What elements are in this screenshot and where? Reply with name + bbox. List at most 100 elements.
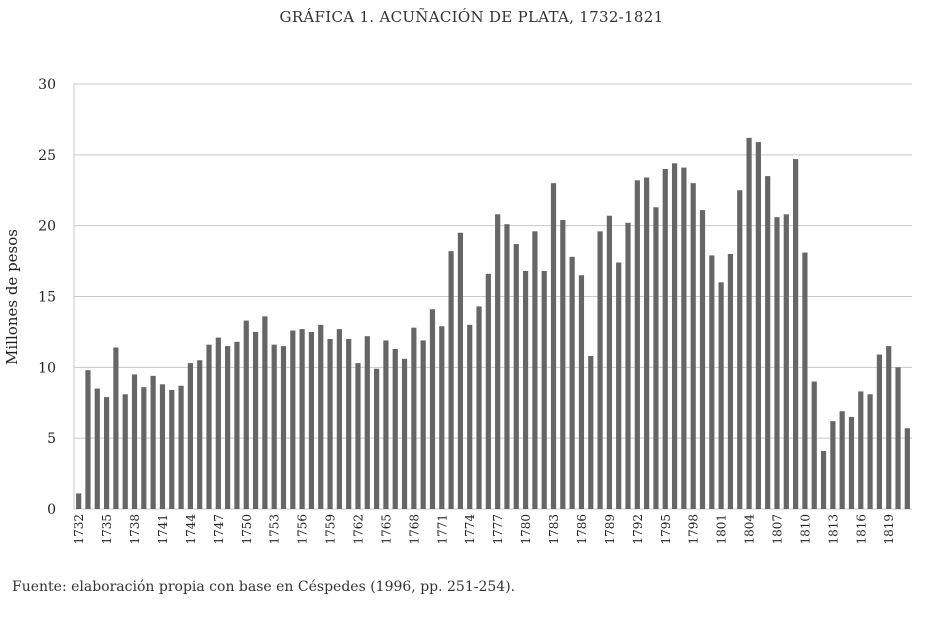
bar-1813	[830, 421, 836, 509]
bar-1782	[541, 271, 547, 509]
bar-1769	[420, 340, 426, 509]
bar-1768	[411, 327, 417, 509]
x-tick-label: 1759	[324, 514, 338, 545]
bar-1820	[895, 367, 901, 509]
x-tick-label: 1795	[659, 514, 673, 545]
bar-1752	[262, 316, 268, 509]
bar-1754	[280, 346, 287, 509]
bar-1806	[765, 176, 771, 509]
x-tick-label: 1750	[240, 514, 254, 545]
bar-1788	[597, 231, 603, 509]
bar-1765	[383, 340, 389, 509]
bar-1819	[886, 346, 892, 509]
bar-1791	[625, 222, 631, 509]
x-tick-label: 1744	[184, 514, 198, 545]
x-tick-label: 1807	[770, 514, 784, 545]
y-tick-label: 20	[38, 219, 56, 235]
bar-1761	[346, 339, 352, 509]
y-axis-label: Millones de pesos	[3, 229, 21, 365]
bar-1774	[467, 324, 473, 509]
bar-1772	[448, 251, 454, 510]
bar-1743	[178, 385, 184, 509]
bars	[76, 137, 910, 510]
bar-1759	[327, 339, 333, 509]
bar-1798	[690, 183, 696, 510]
bar-1796	[671, 163, 678, 509]
x-axis-ticks: 1732 1735 1738 1741 1744 1747 1750 1753 1756 1759…	[72, 514, 896, 545]
bar-1748	[225, 346, 231, 509]
bar-1745	[197, 360, 203, 509]
x-tick-label: 1771	[435, 514, 449, 545]
bar-1812	[820, 450, 827, 509]
bar-1779	[513, 244, 519, 509]
x-tick-label: 1816	[854, 514, 868, 545]
x-tick-label: 1735	[100, 514, 114, 545]
bar-1797	[681, 167, 687, 509]
bar-1783	[550, 183, 557, 510]
x-tick-label: 1741	[156, 514, 170, 545]
bar-1740	[150, 375, 156, 509]
bar-1777	[495, 214, 501, 509]
bar-1773	[457, 232, 464, 509]
y-tick-label: 5	[47, 431, 56, 447]
bar-1763	[364, 336, 370, 509]
bar-1776	[485, 273, 491, 509]
bar-1800	[709, 255, 715, 509]
x-tick-label: 1768	[407, 514, 421, 545]
bar-1734	[94, 388, 100, 509]
bar-1784	[560, 220, 566, 509]
x-tick-label: 1747	[212, 514, 226, 545]
x-tick-label: 1765	[379, 514, 393, 545]
x-tick-label: 1774	[463, 514, 477, 545]
x-tick-label: 1810	[798, 514, 812, 545]
bar-1746	[206, 344, 212, 509]
bar-1814	[839, 411, 845, 509]
bar-1816	[858, 391, 864, 509]
bar-1741	[159, 384, 166, 509]
x-tick-label: 1792	[631, 514, 645, 545]
x-tick-label: 1762	[351, 514, 365, 545]
bar-1781	[532, 231, 538, 509]
x-tick-label: 1738	[128, 514, 142, 545]
bar-1807	[774, 217, 780, 510]
bar-1802	[727, 254, 734, 509]
bar-1780	[522, 271, 529, 509]
y-tick-label: 10	[38, 360, 56, 376]
x-tick-label: 1801	[715, 514, 729, 545]
bar-1756	[299, 329, 305, 509]
x-tick-label: 1804	[743, 514, 757, 545]
bar-1738	[131, 374, 138, 509]
bar-1804	[746, 137, 752, 509]
bar-1817	[867, 394, 873, 509]
bar-1821	[904, 428, 910, 509]
y-tick-label: 15	[38, 290, 56, 306]
bar-1755	[290, 330, 296, 509]
bar-1808	[783, 214, 789, 509]
source-note: Fuente: elaboración propia con base en C…	[12, 579, 516, 595]
bar-1770	[429, 309, 436, 509]
chart-title: GRÁFICA 1. ACUÑACIÓN DE PLATA, 1732-1821	[279, 8, 664, 26]
y-tick-label: 25	[38, 148, 56, 164]
x-tick-label: 1753	[268, 514, 282, 545]
bar-1736	[113, 347, 119, 509]
bar-1811	[811, 381, 817, 509]
y-tick-label: 0	[47, 502, 56, 518]
bar-1753	[271, 344, 277, 509]
bar-1733	[85, 370, 91, 509]
bar-1795	[662, 169, 668, 509]
bar-1749	[234, 341, 240, 509]
bar-1751	[252, 331, 259, 509]
bar-1737	[122, 394, 128, 509]
bar-1818	[876, 354, 883, 509]
bar-1815	[848, 416, 855, 509]
x-tick-label: 1732	[72, 514, 86, 545]
bar-1757	[308, 331, 315, 509]
x-tick-label: 1786	[575, 514, 589, 545]
bar-1747	[215, 337, 221, 509]
gridlines	[73, 83, 912, 510]
bar-1735	[103, 397, 110, 509]
bar-1767	[401, 358, 408, 509]
bar-1739	[141, 387, 147, 509]
bar-1794	[653, 207, 659, 509]
x-tick-label: 1798	[687, 514, 701, 545]
